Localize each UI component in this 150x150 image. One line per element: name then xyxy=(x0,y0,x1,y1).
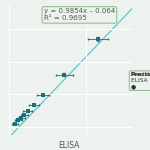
Text: y = 0.9854x – 0.064
R² = 0.9695: y = 0.9854x – 0.064 R² = 0.9695 xyxy=(44,8,115,21)
X-axis label: ELISA: ELISA xyxy=(58,141,80,150)
Text: Precisio: Precisio xyxy=(131,72,150,77)
Point xyxy=(32,104,35,106)
Point xyxy=(23,113,26,116)
Point xyxy=(17,119,20,122)
Text: Precisio
ELISA •
●: Precisio ELISA • ● xyxy=(131,72,150,89)
Point xyxy=(97,38,99,40)
Point xyxy=(26,110,29,112)
Point xyxy=(20,117,22,119)
Point xyxy=(63,74,66,76)
Point xyxy=(42,94,44,96)
Point xyxy=(14,122,16,125)
